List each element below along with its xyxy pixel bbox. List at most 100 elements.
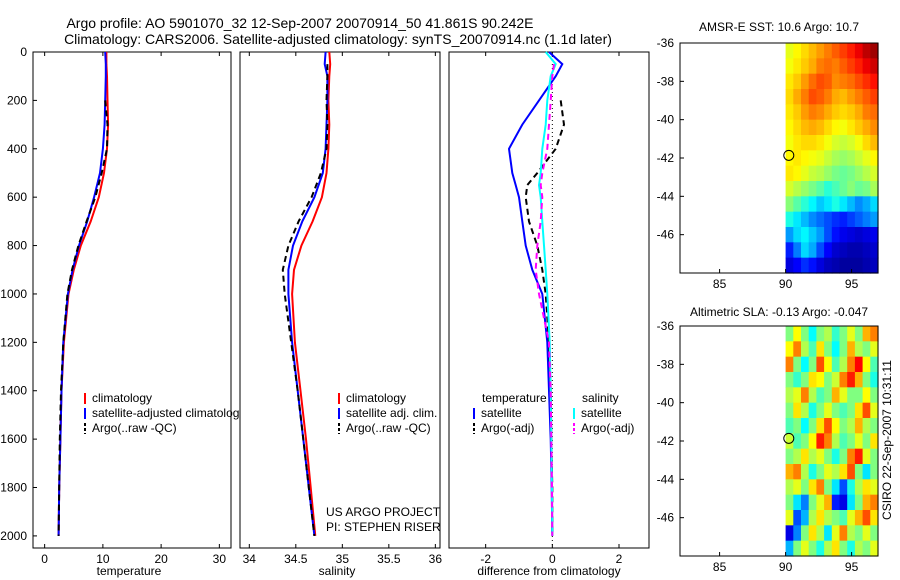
heatmap-cell [785, 433, 794, 450]
heatmap-cell [831, 448, 841, 465]
heatmap-cell [839, 356, 848, 373]
heatmap-cell [824, 135, 833, 151]
heatmap-cell [801, 242, 810, 259]
heatmap-cell [816, 242, 825, 259]
heatmap-cell [808, 43, 817, 59]
credit-line-1: US ARGO PROJECT [326, 505, 441, 519]
heatmap-cell [785, 326, 794, 342]
heatmap-cell [854, 119, 864, 136]
heatmap-cell [862, 402, 871, 419]
heatmap-cell [847, 540, 856, 557]
heatmap-cell [793, 540, 802, 557]
y-tick-label: 600 [7, 190, 27, 204]
heatmap-cell [808, 227, 817, 243]
heatmap-cell [801, 43, 810, 59]
heatmap-cell [801, 196, 810, 213]
heatmap-cell [870, 341, 879, 358]
heatmap-cell [808, 257, 817, 274]
heatmap-cell [808, 326, 817, 342]
heatmap-cell [854, 211, 864, 228]
heatmap-cell [870, 165, 879, 182]
heatmap-cell [862, 479, 871, 496]
heatmap-cell [801, 257, 810, 274]
temperature-panel: 0 10 20 30 0 200 400 600 800 1000 1200 1400 1600 1800… [0, 45, 241, 578]
heatmap-cell [847, 196, 856, 213]
heatmap-cell [785, 372, 794, 388]
heatmap-cell [839, 211, 848, 228]
heatmap-cell [785, 89, 794, 105]
legend-argo-label: Argo(..raw -QC) [346, 421, 431, 435]
heatmap-cell [785, 356, 794, 373]
heatmap-cell [847, 525, 856, 542]
heatmap-cell [854, 418, 864, 434]
heatmap-cell [862, 181, 871, 197]
heatmap-cell [854, 540, 864, 557]
heatmap-cell [831, 165, 841, 182]
heatmap-cell [824, 494, 833, 511]
series-line-climatology [291, 51, 332, 536]
y-tick-label: -38 [657, 74, 675, 88]
heatmap-cell [862, 211, 871, 228]
x-tick-label: 34 [243, 552, 257, 566]
heatmap-cell [801, 89, 810, 105]
legend-temperature-argo-label: Argo(-adj) [481, 421, 534, 435]
heatmap-cell [816, 494, 825, 511]
heatmap-cell [793, 433, 802, 450]
heatmap-cell [839, 43, 848, 59]
heatmap-cell [824, 372, 833, 388]
heatmap-cell [862, 43, 871, 59]
heatmap-cell [870, 73, 879, 90]
heatmap-cell [862, 418, 871, 434]
heatmap-cell [793, 341, 802, 358]
heatmap-cell [801, 418, 810, 434]
heatmap-cell [862, 89, 871, 105]
heatmap-cell [808, 356, 817, 373]
heatmap-cell [839, 433, 848, 450]
heatmap-cell [785, 525, 794, 542]
heatmap-cell [801, 525, 810, 542]
heatmap-cell [808, 89, 817, 105]
heatmap-cell [862, 448, 871, 465]
heatmap-cell [847, 211, 856, 228]
heatmap-cell [824, 418, 833, 434]
heatmap-cell [785, 181, 794, 197]
heatmap-cell [801, 73, 810, 90]
heatmap-cell [870, 510, 879, 526]
heatmap-cell [824, 341, 833, 358]
y-tick-label: -36 [657, 319, 675, 333]
heatmap-cell [831, 341, 841, 358]
heatmap-cell [839, 418, 848, 434]
heatmap-cell [831, 510, 841, 526]
heatmap-cell [839, 257, 848, 274]
map-title: AMSR-E SST: 10.6 Argo: 10.7 [699, 20, 859, 34]
heatmap-cell [793, 326, 802, 342]
argo-location-marker [783, 149, 795, 161]
y-tick-label: 1400 [0, 384, 27, 398]
heatmap-cell [808, 73, 817, 90]
heatmap-cell [854, 196, 864, 213]
heatmap-cell [831, 73, 841, 90]
heatmap-cell [824, 540, 833, 557]
heatmap-cell [793, 43, 802, 59]
heatmap-cell [854, 387, 864, 404]
heatmap-cell [801, 58, 810, 75]
y-tick-label: -36 [657, 36, 675, 50]
legend-satellite-adjusted-label: satellite adj. clim. [346, 406, 437, 420]
heatmap-cell [785, 165, 794, 182]
x-tick-label: 0 [549, 552, 556, 566]
heatmap-cell [824, 242, 833, 259]
y-tick-label: 1000 [0, 287, 27, 301]
heatmap-cell [870, 448, 879, 465]
heatmap-cell [847, 119, 856, 136]
x-tick-label: 0 [41, 552, 48, 566]
heatmap-cell [793, 73, 802, 90]
heatmap-cell [824, 479, 833, 496]
heatmap-cell [847, 372, 856, 388]
heatmap-cell [793, 227, 802, 243]
heatmap-cell [870, 326, 879, 342]
heatmap-cell [801, 387, 810, 404]
axes-frame [239, 51, 441, 549]
heatmap-cell [831, 372, 841, 388]
heatmap-cell [824, 387, 833, 404]
heatmap-cell [785, 104, 794, 121]
